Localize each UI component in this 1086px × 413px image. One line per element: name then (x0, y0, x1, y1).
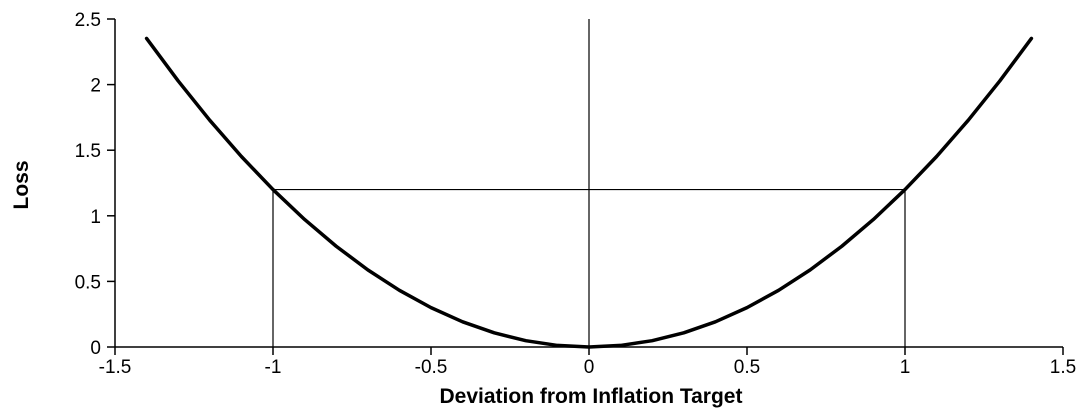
y-tick-label: 2 (90, 76, 101, 97)
x-tick-label: -0.5 (415, 357, 448, 378)
x-tick-label: 1 (900, 357, 911, 378)
y-axis-label: Loss (10, 160, 33, 209)
x-tick-label: -1.5 (99, 357, 132, 378)
y-tick-label: 0.5 (75, 272, 101, 293)
x-axis-label: Deviation from Inflation Target (440, 385, 743, 408)
x-tick-label: -1 (265, 357, 282, 378)
loss-curve (144, 36, 1034, 349)
x-tick-label: 1.5 (1050, 357, 1076, 378)
y-tick-label: 1.5 (75, 141, 101, 162)
y-tick-label: 0 (90, 338, 101, 359)
x-tick-label: 0 (584, 357, 595, 378)
x-tick-label: 0.5 (734, 357, 760, 378)
y-tick-label: 1 (90, 207, 101, 228)
y-tick-label: 2.5 (75, 10, 101, 31)
